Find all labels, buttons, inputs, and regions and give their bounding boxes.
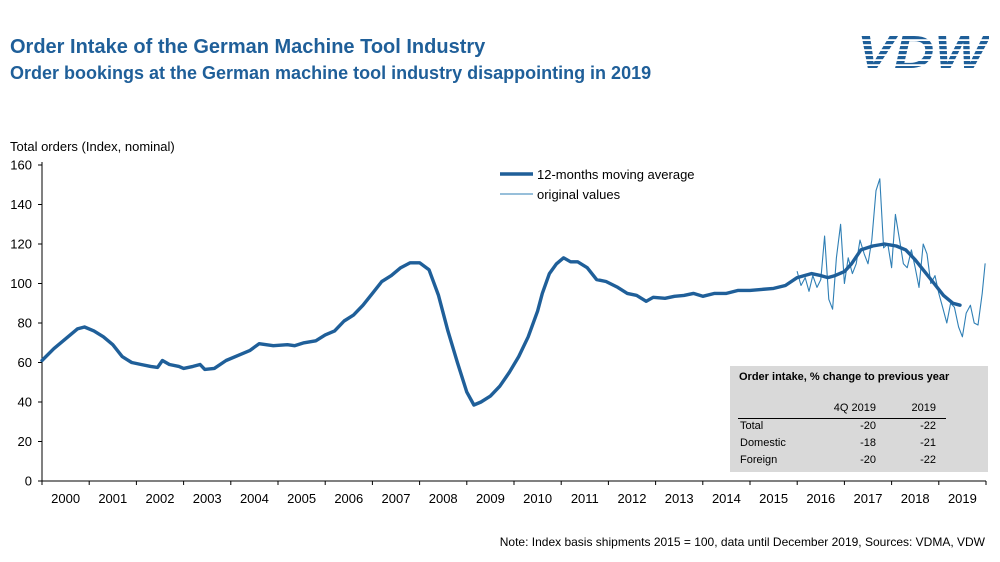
x-tick-label: 2018: [901, 491, 930, 506]
table-header-year: 2019: [911, 402, 936, 414]
row-q4: -20: [860, 420, 876, 432]
chart-subtitle: Order bookings at the German machine too…: [10, 63, 652, 83]
x-tick-label: 2006: [334, 491, 363, 506]
x-tick-label: 2013: [665, 491, 694, 506]
y-tick-label: 60: [18, 355, 32, 370]
table-header-row: 4Q 2019 2019: [738, 402, 946, 419]
x-tick-label: 2017: [854, 491, 883, 506]
table-row: Foreign -20 -22: [730, 454, 988, 470]
table-title: Order intake, % change to previous year: [739, 371, 950, 383]
logo-text: VDW: [857, 26, 989, 76]
footnote: Note: Index basis shipments 2015 = 100, …: [499, 535, 985, 549]
x-tick-label: 2009: [476, 491, 505, 506]
row-year: -21: [920, 437, 936, 449]
x-tick-label: 2004: [240, 491, 269, 506]
vdw-logo: VDW: [857, 26, 989, 76]
chart-title: Order Intake of the German Machine Tool …: [10, 36, 486, 58]
x-tick-label: 2015: [759, 491, 788, 506]
table-row: Domestic -18 -21: [730, 437, 988, 453]
y-tick-label: 140: [10, 197, 32, 212]
y-tick-label: 40: [18, 395, 32, 410]
table-header-q4: 4Q 2019: [833, 402, 876, 414]
row-label: Foreign: [740, 454, 778, 466]
x-tick-label: 2016: [806, 491, 835, 506]
row-q4: -18: [860, 437, 876, 449]
x-tick-label: 2010: [523, 491, 552, 506]
legend-label-orig: original values: [537, 187, 621, 202]
x-tick-label: 2008: [429, 491, 458, 506]
y-tick-label: 100: [10, 276, 32, 291]
x-tick-label: 2019: [948, 491, 977, 506]
legend-label-avg: 12-months moving average: [537, 167, 695, 182]
row-label: Domestic: [740, 437, 786, 449]
x-tick-label: 2003: [193, 491, 222, 506]
y-tick-label: 20: [18, 434, 32, 449]
x-tick-label: 2011: [571, 491, 599, 506]
y-tick-label: 160: [10, 158, 32, 173]
series-moving-average-line: [40, 242, 962, 407]
x-tick-label: 2014: [712, 491, 741, 506]
change-table: Order intake, % change to previous year …: [730, 366, 988, 472]
y-tick-label: 80: [18, 316, 32, 331]
x-tick-label: 2007: [382, 491, 411, 506]
x-tick-label: 2002: [146, 491, 175, 506]
x-tick-label: 2012: [618, 491, 647, 506]
y-tick-label: 0: [25, 474, 32, 489]
x-tick-label: 2000: [51, 491, 80, 506]
x-tick-label: 2001: [98, 491, 127, 506]
row-q4: -20: [860, 454, 876, 466]
x-tick-label: 2005: [287, 491, 316, 506]
series-original-values-line: [796, 178, 986, 338]
row-year: -22: [920, 454, 936, 466]
row-label: Total: [740, 420, 764, 432]
row-year: -22: [920, 420, 936, 432]
table-row: Total -20 -22: [730, 420, 988, 436]
y-tick-label: 120: [10, 237, 32, 252]
y-axis-label: Total orders (Index, nominal): [10, 139, 175, 154]
